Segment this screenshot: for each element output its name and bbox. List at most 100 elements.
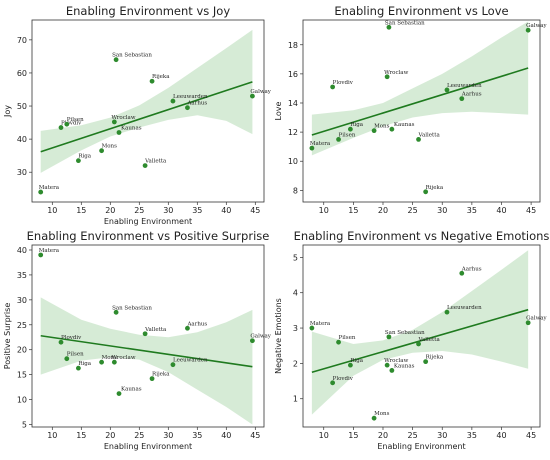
data-point [336,339,341,345]
data-point [142,163,148,169]
point-label: Wroclaw [384,358,408,364]
x-tick-label: 45 [526,206,536,215]
data-point [185,325,190,331]
data-point [525,27,531,33]
regression-line [40,334,253,368]
data-point [76,365,81,371]
data-point [416,136,421,142]
point-label: Mons [102,355,117,361]
x-tick-label: 25 [134,431,144,440]
confidence-band [40,29,253,173]
point-label: Rijeka [152,372,170,378]
x-tick-label: 35 [467,206,477,215]
y-tick-label: 25 [17,321,27,330]
y-axis-label: Joy [3,105,12,118]
point-label: Pilsen [67,352,84,358]
point-label: Matera [39,185,60,191]
x-tick-label: 30 [163,206,173,215]
y-tick-label: 10 [17,396,27,405]
data-point [386,24,392,30]
x-axis-label: Enabling Environment [377,442,465,451]
point-label: Rijeka [426,185,444,191]
y-axis-label: Negative Emotions [274,298,283,374]
y-tick-label: 12 [288,128,298,137]
point-label: Wroclaw [111,355,135,361]
y-axis-label: Positive Surprise [3,303,12,370]
x-tick-label: 35 [192,431,202,440]
point-label: Plovdiv [61,335,82,341]
x-tick-label: 45 [250,206,260,215]
y-tick-label: 30 [17,168,27,177]
chart-title: Enabling Environment vs Joy [66,4,231,18]
point-label: Aarhus [461,266,482,272]
data-point [444,87,450,93]
y-tick-label: 14 [288,99,298,108]
data-point [111,119,117,125]
data-point [459,270,465,276]
plot-frame [31,244,265,428]
x-tick-label: 25 [134,206,144,215]
y-tick-label: 5 [293,253,298,262]
data-point [371,128,377,134]
data-point [170,98,176,104]
x-tick-label: 15 [348,206,358,215]
x-tick-label: 45 [250,431,260,440]
y-tick-label: 20 [17,346,27,355]
data-point [336,136,341,142]
data-point [99,359,104,365]
point-label: Pilsen [67,117,84,123]
point-label: Riga [78,154,91,160]
data-point [113,309,119,315]
point-label: Plovdiv [333,376,354,382]
x-tick-label: 40 [496,431,506,440]
point-label: Leeuwarden [173,94,208,100]
point-label: Galway [526,23,547,29]
y-tick-label: 4 [293,289,298,298]
x-tick-label: 45 [526,431,536,440]
data-point [142,331,148,337]
data-point [459,96,465,102]
y-tick-label: 3 [293,324,298,333]
x-tick-label: 35 [192,206,202,215]
point-label: Valletta [418,337,441,343]
x-tick-label: 15 [76,206,86,215]
data-point [58,125,64,130]
data-point [348,362,353,368]
data-point [384,362,390,368]
chart-title: Enabling Environment vs Positive Surpris… [27,229,270,243]
x-tick-label: 40 [221,206,231,215]
data-point [149,78,155,84]
y-tick-label: 18 [288,41,298,50]
data-point [250,93,255,99]
data-point [386,334,392,340]
y-tick-label: 70 [17,36,27,45]
x-axis-label: Enabling Environment [104,217,192,226]
x-axis-label: Enabling Environment [104,442,192,451]
x-tick-label: 35 [467,431,477,440]
confidence-band [311,21,529,156]
y-axis-label: Love [274,101,283,120]
point-label: Riga [350,122,363,128]
y-tick-label: 1 [293,395,298,404]
data-point [111,359,117,365]
plot-frame [302,244,541,428]
point-label: Matera [310,321,331,327]
point-label: San Sebastian [112,305,152,311]
point-label: Galway [250,334,271,340]
x-tick-label: 10 [47,431,57,440]
point-label: Kaunas [121,126,142,132]
confidence-band [40,297,253,425]
chart-title: Enabling Environment vs Negative Emotion… [294,229,550,243]
x-tick-label: 40 [221,431,231,440]
x-tick-label: 25 [408,206,418,215]
point-label: Valletta [144,327,167,333]
point-label: San Sebastian [385,330,425,336]
x-tick-label: 10 [319,431,329,440]
data-point [99,148,104,154]
x-tick-label: 30 [437,431,447,440]
point-label: Kaunas [394,363,415,369]
point-label: Galway [526,316,547,322]
data-point [113,57,119,63]
x-tick-label: 15 [76,431,86,440]
